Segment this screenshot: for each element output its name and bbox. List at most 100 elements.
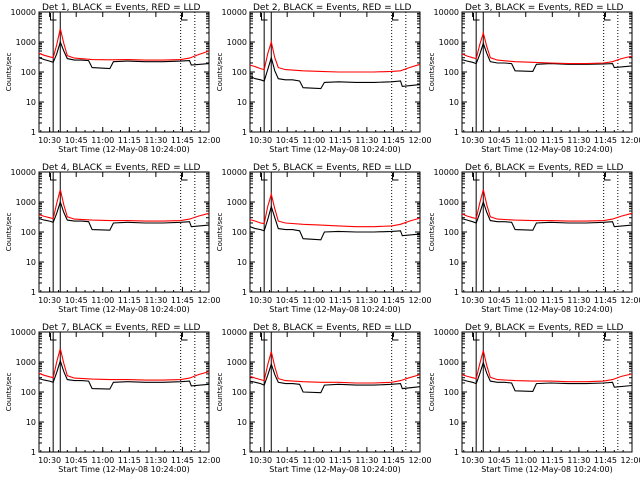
y-axis-label: Counts/sec [216, 213, 224, 252]
x-tick-label: 10:30 [461, 136, 484, 145]
x-axis-label: Start Time (12-May-08 10:24:00) [481, 145, 612, 154]
y-tick-label: 100 [232, 388, 247, 397]
x-tick-label: 11:00 [91, 136, 114, 145]
attenuator-marker [261, 13, 268, 21]
plot-frame [38, 331, 210, 453]
x-tick-label: 12:00 [620, 456, 640, 465]
y-tick-label: 1000 [227, 358, 247, 367]
y-axis-label: Counts/sec [428, 53, 436, 92]
y-tick-label: 10 [26, 258, 36, 267]
y-tick-label: 1000 [227, 198, 247, 207]
x-tick-label: 10:30 [38, 456, 61, 465]
x-tick-label: 11:45 [594, 456, 617, 465]
attenuator-marker [473, 173, 480, 181]
attenuator-marker [604, 173, 611, 181]
y-axis-label: Counts/sec [428, 373, 436, 412]
x-tick-label: 11:30 [567, 136, 590, 145]
plot-frame [38, 171, 210, 293]
x-tick-label: 11:00 [302, 296, 325, 305]
y-tick-label: 10 [449, 258, 459, 267]
x-tick-label: 10:45 [65, 296, 88, 305]
attenuator-marker [604, 13, 611, 21]
y-tick-label: 1 [31, 288, 36, 297]
series-line-events [38, 200, 210, 231]
series-line-lld [38, 348, 210, 381]
x-tick-label: 11:15 [118, 296, 141, 305]
x-tick-label: 11:15 [329, 136, 352, 145]
attenuator-marker [261, 173, 268, 181]
y-tick-label: 1000 [16, 358, 36, 367]
plot-frame [249, 331, 421, 453]
attenuator-marker [181, 173, 188, 181]
series-line-lld [38, 189, 210, 222]
x-tick-label: 11:15 [541, 136, 564, 145]
y-tick-label: 10000 [434, 328, 459, 337]
attenuator-marker [50, 333, 57, 341]
x-tick-label: 12:00 [408, 456, 431, 465]
plot-frame [461, 11, 633, 133]
panel-title: Det 8, BLACK = Events, RED = LLD [253, 323, 412, 333]
x-tick-label: 12:00 [620, 136, 640, 145]
attenuator-marker [604, 333, 611, 341]
x-tick-label: 11:00 [91, 456, 114, 465]
x-tick-label: 11:45 [171, 296, 194, 305]
y-tick-label: 1 [242, 128, 247, 137]
y-axis-label: Counts/sec [5, 213, 13, 252]
y-tick-label: 1 [242, 448, 247, 457]
attenuator-marker [392, 333, 399, 341]
x-tick-label: 12:00 [197, 456, 220, 465]
y-axis-label: Counts/sec [428, 213, 436, 252]
y-tick-label: 10000 [11, 168, 36, 177]
series-line-events [461, 200, 633, 231]
panel-det-5: Det 5, BLACK = Events, RED = LLD 1 10 100 10… [216, 163, 432, 314]
attenuator-marker [473, 333, 480, 341]
x-tick-label: 11:15 [541, 456, 564, 465]
series-line-events [249, 55, 421, 90]
panel-det-2: Det 2, BLACK = Events, RED = LLD 1 10 100 10… [216, 3, 432, 154]
series-line-events [249, 362, 421, 394]
y-tick-label: 1 [454, 448, 459, 457]
x-tick-label: 11:15 [118, 456, 141, 465]
x-tick-label: 11:30 [144, 296, 167, 305]
x-tick-label: 11:15 [118, 136, 141, 145]
series-line-events [461, 41, 633, 72]
x-tick-label: 11:00 [514, 456, 537, 465]
attenuator-marker [261, 333, 268, 341]
panel-title: Det 3, BLACK = Events, RED = LLD [465, 3, 624, 13]
y-tick-label: 10000 [11, 8, 36, 17]
x-tick-label: 11:45 [171, 456, 194, 465]
panel-title: Det 6, BLACK = Events, RED = LLD [465, 163, 624, 173]
x-tick-label: 11:45 [382, 456, 405, 465]
panel-det-3: Det 3, BLACK = Events, RED = LLD 1 10 100 10… [428, 3, 640, 154]
series-line-lld [38, 28, 210, 61]
attenuator-marker [392, 173, 399, 181]
x-axis-label: Start Time (12-May-08 10:24:00) [58, 145, 189, 154]
y-tick-label: 1000 [439, 38, 459, 47]
series-line-lld [461, 350, 633, 383]
y-tick-label: 10000 [222, 328, 247, 337]
y-tick-label: 1 [242, 288, 247, 297]
panel-title: Det 5, BLACK = Events, RED = LLD [253, 163, 412, 173]
y-tick-label: 10 [26, 418, 36, 427]
x-tick-label: 10:30 [461, 296, 484, 305]
x-axis-label: Start Time (12-May-08 10:24:00) [481, 305, 612, 314]
series-line-lld [249, 39, 421, 73]
x-tick-label: 10:45 [488, 136, 511, 145]
x-tick-label: 10:30 [38, 136, 61, 145]
y-tick-label: 10 [237, 98, 247, 107]
y-tick-label: 100 [444, 228, 459, 237]
x-tick-label: 10:45 [276, 136, 299, 145]
plot-frame [461, 171, 633, 293]
y-tick-label: 10000 [434, 8, 459, 17]
panel-title: Det 2, BLACK = Events, RED = LLD [253, 3, 412, 13]
y-tick-label: 10 [449, 98, 459, 107]
attenuator-marker [392, 13, 399, 21]
y-tick-label: 100 [21, 388, 36, 397]
y-axis-label: Counts/sec [5, 53, 13, 92]
x-tick-label: 12:00 [620, 296, 640, 305]
y-tick-label: 1 [31, 128, 36, 137]
x-tick-label: 11:45 [171, 136, 194, 145]
series-line-lld [249, 192, 421, 228]
x-tick-label: 10:30 [38, 296, 61, 305]
y-tick-label: 10 [237, 418, 247, 427]
